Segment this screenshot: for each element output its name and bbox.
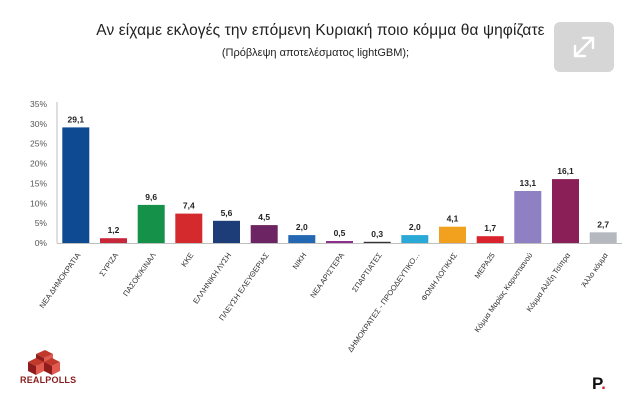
bar xyxy=(401,235,429,243)
category-label: ΝΕΑ ΔΗΜΟΚΡΑΤΙΑ xyxy=(37,250,83,310)
y-tick-label: 15% xyxy=(30,178,47,188)
bar-value-label: 16,1 xyxy=(557,166,574,176)
bar xyxy=(62,127,90,243)
bar-value-label: 4,1 xyxy=(447,214,459,224)
bar xyxy=(363,241,391,243)
y-tick-label: 25% xyxy=(30,139,47,149)
y-tick-label: 30% xyxy=(30,119,47,129)
bar-value-label: 0,5 xyxy=(334,228,346,238)
bar-value-label: 5,6 xyxy=(221,208,233,218)
publisher-logo-letter: P xyxy=(592,374,602,393)
bar xyxy=(175,213,203,243)
bar xyxy=(137,204,165,243)
bar-value-label: 9,6 xyxy=(145,192,157,202)
bar xyxy=(100,238,127,243)
expand-button[interactable] xyxy=(554,22,614,72)
y-tick-label: 20% xyxy=(30,159,47,169)
realpolls-logo xyxy=(28,350,60,375)
category-label: ΕΛΛΗΝΙΚΗ ΛΥΣΗ xyxy=(191,251,233,306)
category-label: ΜΕΡΑ25 xyxy=(473,251,497,280)
bar xyxy=(589,232,617,243)
bar-value-label: 2,0 xyxy=(296,222,308,232)
category-label: ΝΙΚΗ xyxy=(291,251,309,271)
bar xyxy=(476,236,504,243)
bar-value-label: 1,2 xyxy=(108,225,120,235)
bar-value-label: 4,5 xyxy=(258,212,270,222)
bar-value-label: 29,1 xyxy=(68,114,85,124)
expand-icon xyxy=(573,36,595,58)
bar xyxy=(288,235,316,243)
category-label: ΣΥΡΙΖΑ xyxy=(97,250,120,278)
publisher-logo-dot: . xyxy=(601,374,606,393)
y-tick-label: 5% xyxy=(35,218,48,228)
bar-value-label: 1,7 xyxy=(484,223,496,233)
category-label: ΠΑΣΟΚ/ΚΙΝΑΛ xyxy=(121,250,158,298)
y-tick-label: 35% xyxy=(30,99,47,109)
bar-value-label: 13,1 xyxy=(520,178,537,188)
bar xyxy=(250,225,278,243)
category-label: Άλλο κόμμα xyxy=(580,250,611,288)
bar xyxy=(326,241,353,243)
category-label: ΣΠΑΡΤΙΑΤΕΣ xyxy=(350,251,384,294)
bar-value-label: 7,4 xyxy=(183,201,195,211)
bar-value-label: 0,3 xyxy=(371,229,383,239)
bar xyxy=(552,179,579,243)
chart-subtitle: (Πρόβλεψη αποτελέσματος lightGBM); xyxy=(221,47,410,59)
bar xyxy=(213,220,240,243)
category-label: ΚΚΕ xyxy=(179,251,195,269)
realpolls-logo-text: REALPOLLS xyxy=(20,375,77,385)
publisher-logo: P. xyxy=(592,374,606,394)
bar-value-label: 2,7 xyxy=(597,219,609,229)
category-label: ΝΕΑ ΑΡΙΣΤΕΡΑ xyxy=(308,250,346,299)
chart-title: Αν είχαμε εκλογές την επόμενη Κυριακή πο… xyxy=(96,22,545,39)
category-label: ΦΩΝΗ ΛΟΓΙΚΗΣ xyxy=(419,251,459,303)
y-tick-label: 10% xyxy=(30,198,47,208)
bar-value-label: 2,0 xyxy=(409,222,421,232)
bar xyxy=(514,191,542,243)
y-tick-label: 0% xyxy=(35,238,48,248)
bar xyxy=(439,226,466,243)
category-label: Κόμμα Αλέξη Τσίπρα xyxy=(525,250,573,313)
category-label: ΔΗΜΟΚΡΑΤΕΣ - ΠΡΟΟΔΕΥΤΙΚΟ... xyxy=(346,251,422,354)
